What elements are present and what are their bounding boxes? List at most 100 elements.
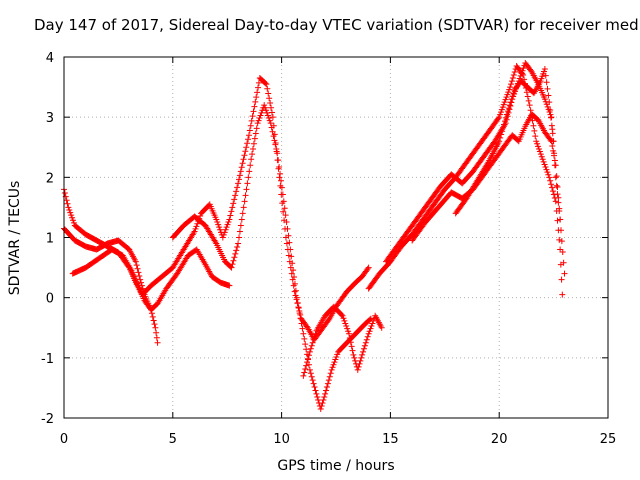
data-point-marker [554,183,561,190]
data-point-marker [285,232,292,239]
data-point-marker [497,111,504,118]
data-point-marker [224,221,231,228]
data-point-marker [559,291,566,298]
data-point-marker [536,148,543,155]
data-point-marker [499,128,506,135]
data-point-marker [308,373,315,380]
data-point-marker [280,208,287,215]
data-point-marker [502,114,509,121]
data-point-marker [507,84,514,91]
data-point-marker [290,267,297,274]
data-markers [61,60,568,412]
data-point-marker [349,347,356,354]
data-point-marker [354,366,361,373]
data-point-marker [527,107,534,114]
data-point-marker [547,136,554,143]
data-point-marker [214,219,221,226]
x-axis-label: GPS time / hours [277,458,394,474]
data-point-marker [252,130,259,137]
data-point-marker [265,115,272,122]
data-point-marker [294,299,301,306]
data-point-marker [150,317,157,324]
x-tick-label: 5 [169,432,177,447]
data-point-marker [331,359,338,366]
y-tick-label: -1 [41,352,54,367]
series-track-2 [61,225,161,346]
data-point-marker [510,90,517,97]
data-point-marker [240,156,247,163]
data-point-marker [309,377,316,384]
data-point-marker [509,93,516,100]
data-point-marker [265,90,272,97]
y-tick-label: 1 [46,232,54,247]
data-point-marker [70,217,77,224]
data-point-marker [249,113,256,120]
data-point-marker [242,192,249,199]
data-point-marker [236,172,243,179]
data-point-marker [546,174,553,181]
data-point-marker [306,348,313,355]
data-point-marker [246,127,253,134]
data-point-marker [498,106,505,113]
data-point-marker [345,328,352,335]
data-point-marker [350,351,357,358]
data-point-marker [322,390,329,397]
data-point-marker [269,128,276,135]
data-point-marker [541,161,548,168]
series-track-1 [61,75,372,343]
data-point-marker [65,204,72,211]
data-point-marker [241,152,248,159]
data-point-marker [535,145,542,152]
data-point-marker [543,79,550,86]
data-point-marker [288,270,295,277]
data-point-marker [194,220,201,227]
data-point-marker [341,317,348,324]
data-point-marker [273,145,280,152]
data-point-marker [63,197,70,204]
data-point-marker [546,99,553,106]
data-point-marker [219,234,226,241]
data-point-marker [558,276,565,283]
data-point-marker [247,162,254,169]
data-point-marker [366,328,373,335]
data-point-marker [272,141,279,148]
data-point-marker [298,320,305,327]
data-point-marker [332,356,339,363]
x-tick-label: 20 [491,432,508,447]
data-point-marker [502,96,509,103]
data-point-marker [256,115,263,122]
data-point-marker [359,351,366,358]
data-point-marker [133,262,140,269]
data-point-marker [364,333,371,340]
data-point-marker [329,364,336,371]
data-point-marker [526,102,533,109]
data-point-marker [297,315,304,322]
data-point-marker [134,265,141,272]
data-point-marker [553,173,560,180]
data-point-marker [70,219,77,226]
data-point-marker [356,360,363,367]
data-point-marker [254,120,261,127]
data-point-marker [365,264,372,271]
data-point-marker [550,147,557,154]
data-point-marker [227,212,234,219]
data-point-marker [257,112,264,119]
data-point-marker [496,138,503,145]
data-point-marker [541,96,548,103]
data-point-marker [545,92,552,99]
data-point-marker [552,162,559,169]
series-track-3 [69,246,233,313]
data-point-marker [231,254,238,261]
data-point-marker [495,115,502,122]
data-point-marker [255,117,262,124]
chart-title: Day 147 of 2017, Sidereal Day-to-day VTE… [34,16,640,34]
data-point-marker [269,114,276,121]
data-point-marker [307,345,314,352]
data-point-marker [501,121,508,128]
data-point-marker [348,343,355,350]
data-point-marker [301,335,308,342]
y-tick-label: 4 [46,51,54,66]
data-point-marker [233,247,240,254]
data-point-marker [276,164,283,171]
data-point-marker [268,104,275,111]
